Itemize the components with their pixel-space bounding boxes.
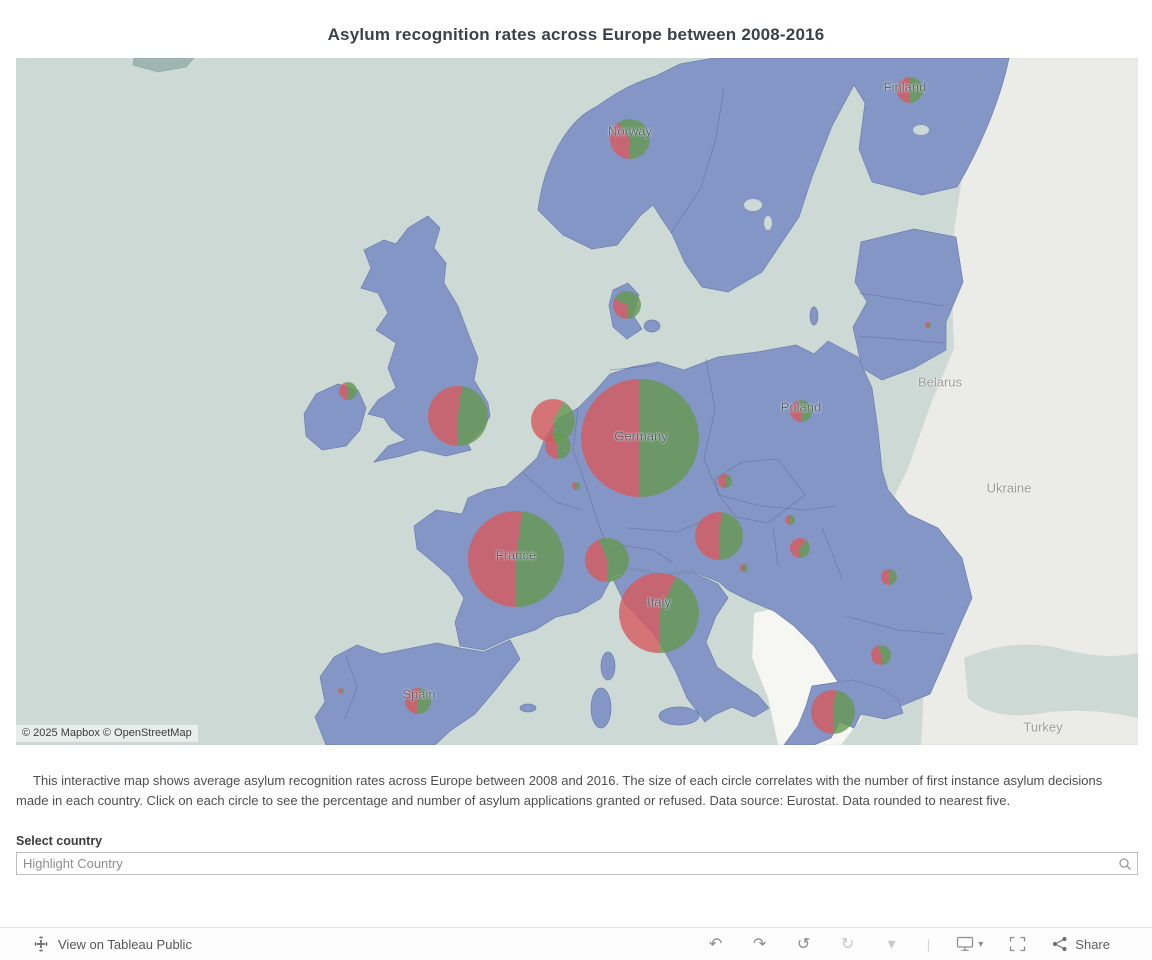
viz-title: Asylum recognition rates across Europe b… <box>327 25 825 44</box>
country-circle-hungary[interactable] <box>790 538 810 558</box>
country-circle-slovakia[interactable] <box>785 515 795 525</box>
undo-icon[interactable]: ↶ <box>708 934 723 953</box>
europe-map[interactable]: Finland Norway Poland Germany Belarus Ukraine… <box>16 58 1138 745</box>
country-circle-ireland[interactable] <box>339 382 357 400</box>
country-search[interactable] <box>16 852 1138 875</box>
country-circle-italy[interactable] <box>619 573 699 653</box>
country-circle-france[interactable] <box>468 511 564 607</box>
view-on-tableau-public-label: View on Tableau Public <box>58 936 192 952</box>
select-country-label: Select country <box>16 834 103 848</box>
black-sea <box>964 644 1138 718</box>
fullscreen-icon <box>1010 936 1026 952</box>
search-icon[interactable] <box>1118 857 1137 871</box>
country-circle-bulgaria[interactable] <box>871 645 891 665</box>
country-search-input[interactable] <box>17 856 1118 871</box>
country-circle-belgium[interactable] <box>545 433 571 459</box>
country-circle-finland[interactable] <box>897 77 923 103</box>
country-circle-latvia[interactable] <box>925 322 931 328</box>
island-gotland <box>809 306 819 326</box>
island-iceland-tip <box>132 58 195 73</box>
fullscreen-button[interactable] <box>1009 936 1026 952</box>
pause-caret-icon[interactable]: ▾ <box>887 934 896 953</box>
country-circle-slovenia[interactable] <box>740 564 748 572</box>
country-circle-spain[interactable] <box>405 688 431 714</box>
device-layout-caret-icon: ▾ <box>978 938 984 950</box>
map-attribution[interactable]: © 2025 Mapbox © OpenStreetMap <box>16 725 198 742</box>
country-circle-norway[interactable] <box>610 119 650 159</box>
island-corsica <box>600 651 616 681</box>
country-circle-denmark[interactable] <box>613 291 641 319</box>
share-icon <box>1053 936 1067 952</box>
monitor-icon <box>957 936 974 951</box>
country-circle-portugal[interactable] <box>338 688 344 694</box>
island-sardinia <box>590 687 612 729</box>
refresh-icon[interactable]: ↻ <box>840 934 855 953</box>
island-zealand <box>643 319 661 333</box>
country-circle-switzerland[interactable] <box>585 538 629 582</box>
country-circle-romania[interactable] <box>881 569 897 585</box>
island-mallorca <box>519 703 537 713</box>
share-label: Share <box>1075 936 1110 952</box>
reset-icon[interactable]: ↺ <box>796 934 811 953</box>
country-circle-poland[interactable] <box>790 400 812 422</box>
island-sicily <box>658 706 700 726</box>
country-circle-united-kingdom[interactable] <box>428 386 488 446</box>
toolbar-actions: ↶ ↷ ↺ ↻ ▾ | ▾ <box>707 934 1110 953</box>
view-on-tableau-public-link[interactable]: View on Tableau Public <box>33 936 192 952</box>
tableau-toolbar: View on Tableau Public ↶ ↷ ↺ ↻ ▾ | ▾ <box>0 927 1152 960</box>
redo-icon[interactable]: ↷ <box>752 934 767 953</box>
country-circle-germany[interactable] <box>581 379 699 497</box>
country-circle-czechia[interactable] <box>718 474 732 488</box>
lake-saimaa <box>913 125 929 135</box>
toolbar-separator: | <box>926 936 931 952</box>
country-shape-scandinavia <box>537 58 1010 293</box>
country-circle-greece[interactable] <box>811 690 855 734</box>
country-circle-luxembourg[interactable] <box>572 482 580 490</box>
description-text: This interactive map shows average asylu… <box>16 773 1103 808</box>
country-circle-austria[interactable] <box>695 512 743 560</box>
device-layout-button[interactable]: ▾ <box>956 936 983 952</box>
map-base-svg <box>16 58 1138 745</box>
tableau-logo-icon <box>33 936 49 952</box>
lake-vattern <box>764 216 772 230</box>
lake-vanern <box>744 199 762 211</box>
share-button[interactable]: Share <box>1052 936 1110 952</box>
